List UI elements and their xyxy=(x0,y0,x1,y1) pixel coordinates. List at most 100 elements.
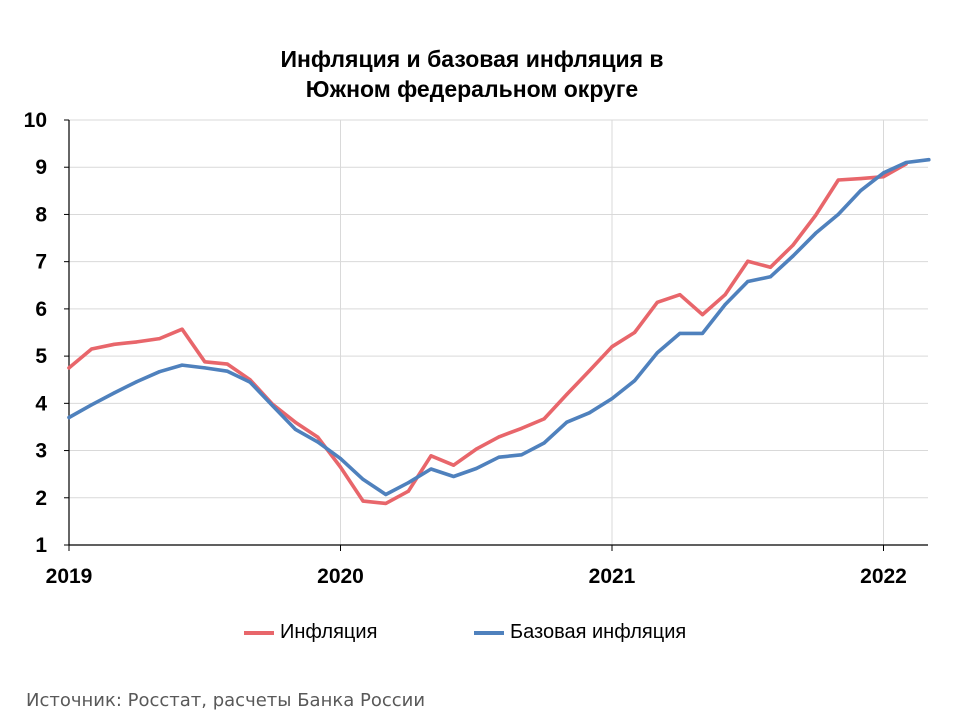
data-point-core-inflation xyxy=(927,158,931,162)
data-point-inflation xyxy=(700,313,705,317)
data-point-core-inflation xyxy=(271,404,275,408)
data-point-inflation xyxy=(678,293,682,297)
y-tick-label: 1 xyxy=(35,534,47,557)
data-point-core-inflation xyxy=(361,477,365,481)
data-point-inflation xyxy=(565,392,569,396)
data-point-core-inflation xyxy=(768,275,773,279)
y-tick-label: 4 xyxy=(35,392,47,415)
chart-title-line-2: Южном федеральном округе xyxy=(305,76,639,102)
data-point-core-inflation xyxy=(180,363,184,367)
data-point-inflation xyxy=(225,362,229,366)
data-point-inflation xyxy=(90,347,94,351)
data-point-inflation xyxy=(67,366,71,370)
chart-title: Инфляция и базовая инфляция в Южном феде… xyxy=(0,44,944,104)
data-point-inflation xyxy=(587,369,592,373)
data-point-core-inflation xyxy=(474,466,478,471)
y-tick-label: 2 xyxy=(35,487,47,510)
data-point-core-inflation xyxy=(406,481,410,485)
series-layer xyxy=(67,157,931,506)
data-point-core-inflation xyxy=(542,441,546,445)
data-point-core-inflation xyxy=(655,351,659,355)
data-point-inflation xyxy=(723,293,727,297)
data-point-inflation xyxy=(316,435,320,439)
data-point-core-inflation xyxy=(293,427,297,431)
data-point-inflation xyxy=(135,340,139,344)
data-point-core-inflation xyxy=(881,171,886,175)
y-gridlines xyxy=(69,119,928,499)
source-note: Источник: Росстат, расчеты Банка России xyxy=(26,690,426,711)
y-tick-label: 8 xyxy=(35,203,47,226)
data-point-core-inflation xyxy=(157,370,162,374)
data-point-core-inflation xyxy=(112,391,116,395)
data-point-inflation xyxy=(180,327,184,331)
legend-swatch-inflation xyxy=(244,630,274,635)
data-point-core-inflation xyxy=(700,331,705,335)
data-point-inflation xyxy=(452,463,456,467)
data-point-core-inflation xyxy=(384,492,388,497)
data-point-inflation xyxy=(746,259,750,263)
y-tick-label: 6 xyxy=(35,298,47,321)
y-tick-label: 9 xyxy=(35,156,47,179)
data-point-core-inflation xyxy=(723,303,727,307)
data-point-core-inflation xyxy=(429,467,433,471)
legend-label-inflation: Инфляция xyxy=(280,621,378,643)
data-point-core-inflation xyxy=(248,380,252,384)
x-tick-label: 2019 xyxy=(46,565,93,588)
legend-item-inflation: Инфляция xyxy=(244,621,377,644)
data-point-core-inflation xyxy=(859,188,863,192)
data-point-core-inflation xyxy=(587,411,592,415)
data-point-core-inflation xyxy=(610,397,614,401)
data-point-inflation xyxy=(859,177,863,181)
data-point-inflation xyxy=(519,426,524,430)
data-point-inflation xyxy=(542,417,546,421)
data-point-inflation xyxy=(429,454,433,458)
data-point-inflation xyxy=(655,300,659,304)
x-tick-label: 2022 xyxy=(860,565,907,588)
data-point-core-inflation xyxy=(225,369,229,373)
data-point-inflation xyxy=(836,178,840,182)
data-point-inflation xyxy=(157,337,162,341)
data-point-inflation xyxy=(768,265,773,269)
data-point-inflation xyxy=(791,243,795,247)
data-point-inflation xyxy=(406,489,410,493)
data-point-inflation xyxy=(384,501,388,505)
legend-item-core-inflation: Базовая инфляция xyxy=(474,621,686,644)
data-point-inflation xyxy=(361,499,365,503)
x-axis-ticks: 2019 2020 2021 2022 xyxy=(46,545,907,588)
y-tick-label: 3 xyxy=(35,440,47,463)
data-point-core-inflation xyxy=(633,379,637,383)
data-point-inflation xyxy=(293,420,297,424)
data-point-core-inflation xyxy=(791,254,795,258)
data-point-core-inflation xyxy=(904,160,908,165)
x-gridlines xyxy=(340,120,884,545)
legend-label-core-inflation: Базовая инфляция xyxy=(510,621,687,643)
data-point-core-inflation xyxy=(565,420,569,424)
data-point-core-inflation xyxy=(203,366,207,370)
chart-title-line-1: Инфляция и базовая инфляция в xyxy=(280,46,664,72)
data-point-inflation xyxy=(203,360,207,364)
data-point-core-inflation xyxy=(497,455,501,459)
data-point-inflation xyxy=(881,175,886,179)
data-point-inflation xyxy=(633,330,637,335)
data-point-core-inflation xyxy=(678,331,682,335)
data-point-core-inflation xyxy=(519,453,524,457)
series-line-core-inflation xyxy=(67,157,931,497)
data-point-core-inflation xyxy=(135,380,139,384)
data-point-inflation xyxy=(474,447,478,451)
data-point-core-inflation xyxy=(90,403,94,407)
data-point-core-inflation xyxy=(316,440,320,444)
data-point-core-inflation xyxy=(814,231,818,235)
data-point-core-inflation xyxy=(67,415,71,420)
legend-swatch-core-inflation xyxy=(474,630,504,635)
data-point-inflation xyxy=(814,213,818,217)
data-point-core-inflation xyxy=(452,474,456,479)
data-point-core-inflation xyxy=(338,457,343,461)
y-tick-label: 10 xyxy=(24,109,47,132)
data-point-inflation xyxy=(338,465,343,469)
x-tick-label: 2021 xyxy=(589,565,636,588)
y-tick-label: 7 xyxy=(35,251,47,274)
series-line-inflation xyxy=(67,162,908,506)
y-axis-ticks: 1 2 3 4 5 6 7 8 9 10 xyxy=(24,109,69,557)
data-point-inflation xyxy=(497,435,501,439)
